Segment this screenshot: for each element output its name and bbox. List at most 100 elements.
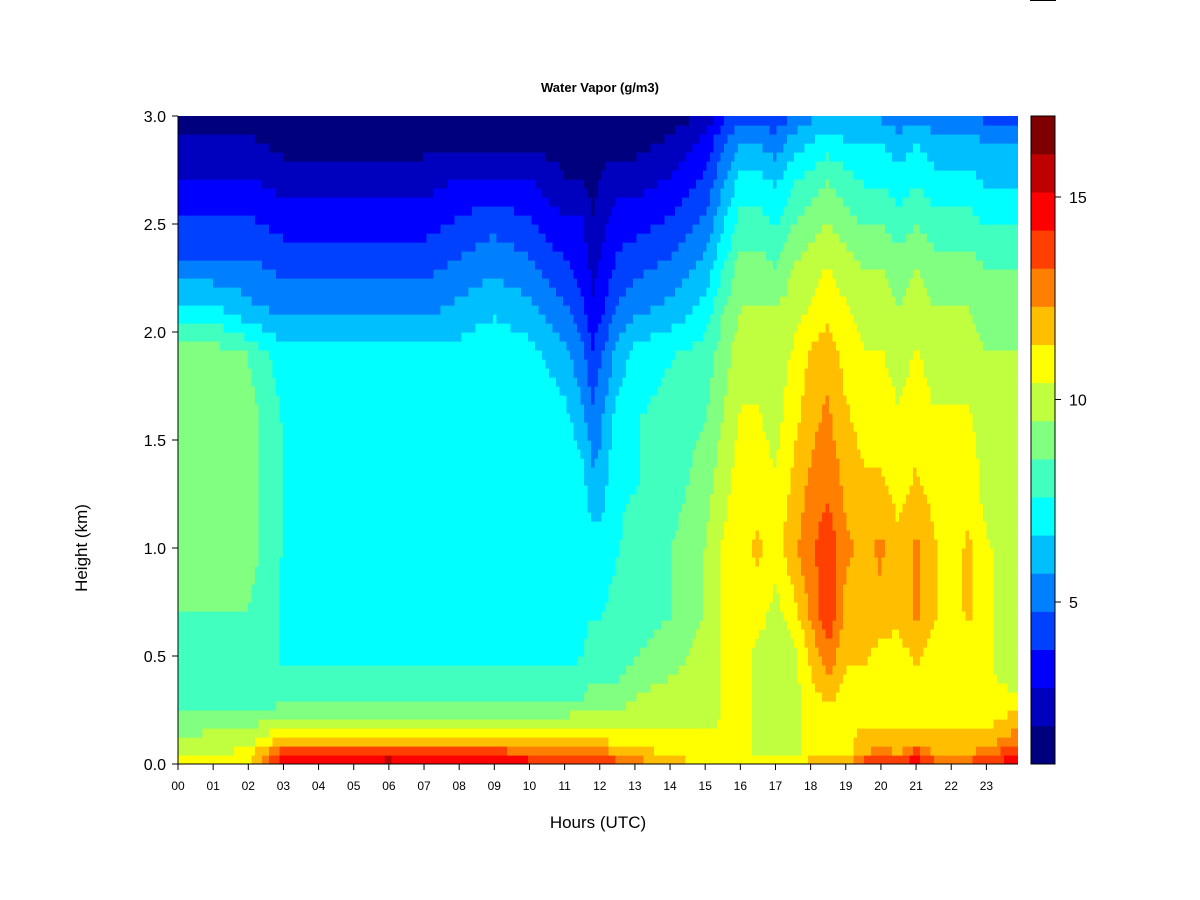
heatmap-cell	[241, 296, 246, 324]
heatmap-cell	[230, 179, 235, 216]
heatmap-cell	[234, 728, 239, 747]
heatmap-cell	[832, 755, 837, 764]
heatmap-cell	[962, 251, 967, 306]
heatmap-cell	[636, 692, 641, 729]
heatmap-cell	[976, 332, 981, 459]
heatmap-cell	[178, 179, 183, 216]
heatmap-cell	[230, 260, 235, 288]
heatmap-cell	[563, 116, 568, 180]
heatmap-cell	[818, 422, 823, 522]
colorbar-swatch	[1031, 192, 1055, 231]
heatmap-cell	[587, 728, 592, 738]
heatmap-cell	[836, 647, 841, 693]
heatmap-cell	[738, 251, 743, 315]
heatmap-cell	[248, 296, 253, 324]
heatmap-cell	[209, 179, 214, 216]
heatmap-cell	[633, 161, 638, 198]
heatmap-cell	[773, 269, 778, 306]
heatmap-cell	[398, 278, 403, 315]
heatmap-cell	[748, 116, 753, 126]
heatmap-cell	[857, 179, 862, 225]
heatmap-cell	[556, 296, 561, 333]
heatmap-cell	[685, 125, 690, 153]
heatmap-cell	[787, 116, 792, 135]
heatmap-cell	[479, 206, 484, 243]
heatmap-cell	[990, 143, 995, 189]
heatmap-cell	[913, 116, 918, 126]
heatmap-cell	[451, 341, 456, 666]
heatmap-cell	[965, 206, 970, 252]
heatmap-cell	[398, 116, 403, 162]
heatmap-cell	[304, 665, 309, 702]
heatmap-cell	[444, 737, 449, 747]
heatmap-cell	[573, 665, 578, 702]
heatmap-cell	[307, 161, 312, 198]
heatmap-cell	[829, 269, 834, 333]
heatmap-cell	[748, 143, 753, 171]
heatmap-cell	[979, 116, 984, 144]
heatmap-cell	[542, 278, 547, 315]
heatmap-cell	[356, 755, 361, 764]
heatmap-cell	[720, 539, 725, 764]
heatmap-cell	[808, 125, 813, 144]
heatmap-cell	[538, 719, 543, 729]
heatmap-cell	[220, 611, 225, 711]
heatmap-cell	[297, 665, 302, 702]
heatmap-cell	[293, 242, 298, 279]
heatmap-cell	[801, 512, 806, 576]
heatmap-cell	[881, 350, 886, 477]
x-tick-label: 23	[980, 779, 994, 793]
heatmap-cell	[213, 611, 218, 711]
heatmap-cell	[332, 278, 337, 315]
heatmap-cell	[629, 197, 634, 243]
heatmap-cell	[993, 350, 998, 675]
heatmap-cell	[983, 143, 988, 189]
heatmap-cell	[447, 746, 452, 756]
heatmap-cell	[461, 215, 466, 252]
heatmap-cell	[780, 179, 785, 216]
heatmap-cell	[573, 278, 578, 324]
y-tick-label: 2.5	[144, 217, 166, 234]
heatmap-cell	[220, 710, 225, 729]
heatmap-cell	[622, 296, 627, 333]
heatmap-cell	[353, 719, 358, 729]
heatmap-cell	[860, 269, 865, 342]
heatmap-cell	[717, 206, 722, 243]
heatmap-cell	[409, 242, 414, 279]
heatmap-cell	[549, 701, 554, 720]
heatmap-cell	[591, 215, 596, 297]
heatmap-cell	[486, 728, 491, 738]
heatmap-cell	[279, 116, 284, 153]
heatmap-cell	[822, 188, 827, 225]
heatmap-cell	[430, 755, 435, 764]
heatmap-cell	[619, 386, 624, 540]
heatmap-cell	[195, 134, 200, 180]
heatmap-cell	[209, 710, 214, 729]
heatmap-cell	[377, 242, 382, 279]
heatmap-cell	[895, 242, 900, 306]
heatmap-cell	[283, 314, 288, 342]
heatmap-cell	[577, 701, 582, 711]
heatmap-cell	[738, 206, 743, 252]
heatmap-cell	[783, 206, 788, 243]
heatmap-cell	[258, 719, 263, 738]
heatmap-cell	[433, 233, 438, 270]
heatmap-cell	[549, 287, 554, 324]
heatmap-cell	[356, 746, 361, 756]
heatmap-cell	[549, 755, 554, 764]
heatmap-cell	[458, 755, 463, 764]
heatmap-cell	[853, 755, 858, 764]
heatmap-cell	[797, 260, 802, 324]
heatmap-cell	[647, 116, 652, 153]
heatmap-cell	[538, 746, 543, 756]
heatmap-cell	[220, 350, 225, 612]
heatmap-cell	[430, 278, 435, 315]
heatmap-cell	[272, 746, 277, 756]
heatmap-cell	[598, 179, 603, 261]
heatmap-cell	[843, 296, 848, 396]
heatmap-cell	[297, 701, 302, 720]
heatmap-cell	[972, 116, 977, 135]
heatmap-cell	[944, 116, 949, 135]
heatmap-cell	[335, 242, 340, 279]
heatmap-cell	[874, 143, 879, 189]
